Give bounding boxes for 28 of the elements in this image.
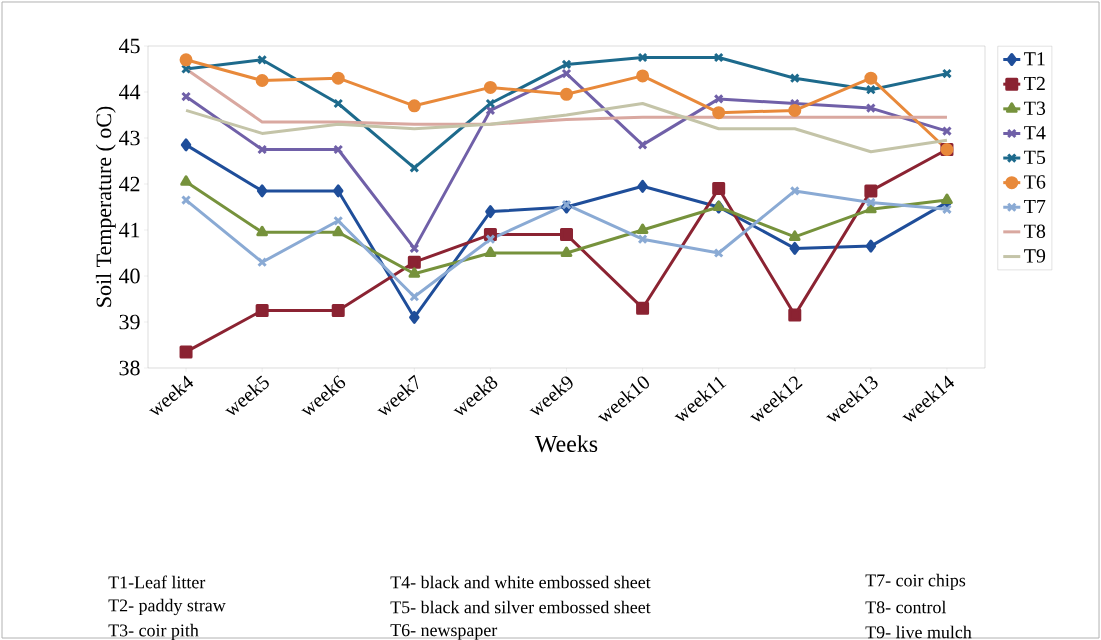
- legend-label: T5: [1024, 150, 1046, 164]
- text: T3- coir pith: [108, 623, 199, 640]
- text: T8- control: [865, 600, 947, 614]
- legend-label: T1: [1024, 52, 1045, 66]
- legend-label: T3: [1024, 101, 1046, 115]
- y-tick-label: 39: [119, 314, 140, 330]
- text: T6- newspaper: [390, 624, 498, 640]
- y-tick-label: 40: [118, 268, 140, 284]
- legend-label: T8: [1024, 224, 1046, 238]
- legend-label: T7: [1024, 199, 1046, 214]
- legend-label: T9: [1024, 249, 1046, 263]
- legend-label: T4: [1024, 126, 1046, 140]
- text: T1-Leaf litter: [108, 575, 206, 589]
- y-tick-label: 45: [118, 38, 140, 54]
- y-tick-label: 42: [118, 176, 140, 192]
- y-tick-label: 41: [118, 222, 140, 238]
- legend-label: T6: [1024, 175, 1046, 189]
- y-tick-label: 44: [118, 84, 141, 100]
- y-axis-title: Soil Temperature ( oC): [95, 106, 116, 307]
- y-tick-label: 43: [118, 130, 140, 146]
- text: T5- black and silver embossed sheet: [390, 600, 651, 614]
- text: T9- live mulch: [865, 625, 972, 639]
- text: T4- black and white embossed sheet: [390, 575, 651, 589]
- text: T7- coir chips: [865, 573, 966, 591]
- text: T2- paddy straw: [108, 598, 226, 616]
- y-tick-label: 38: [119, 360, 140, 376]
- x-axis-title: Weeks: [534, 435, 598, 453]
- legend-label: T2: [1024, 76, 1045, 91]
